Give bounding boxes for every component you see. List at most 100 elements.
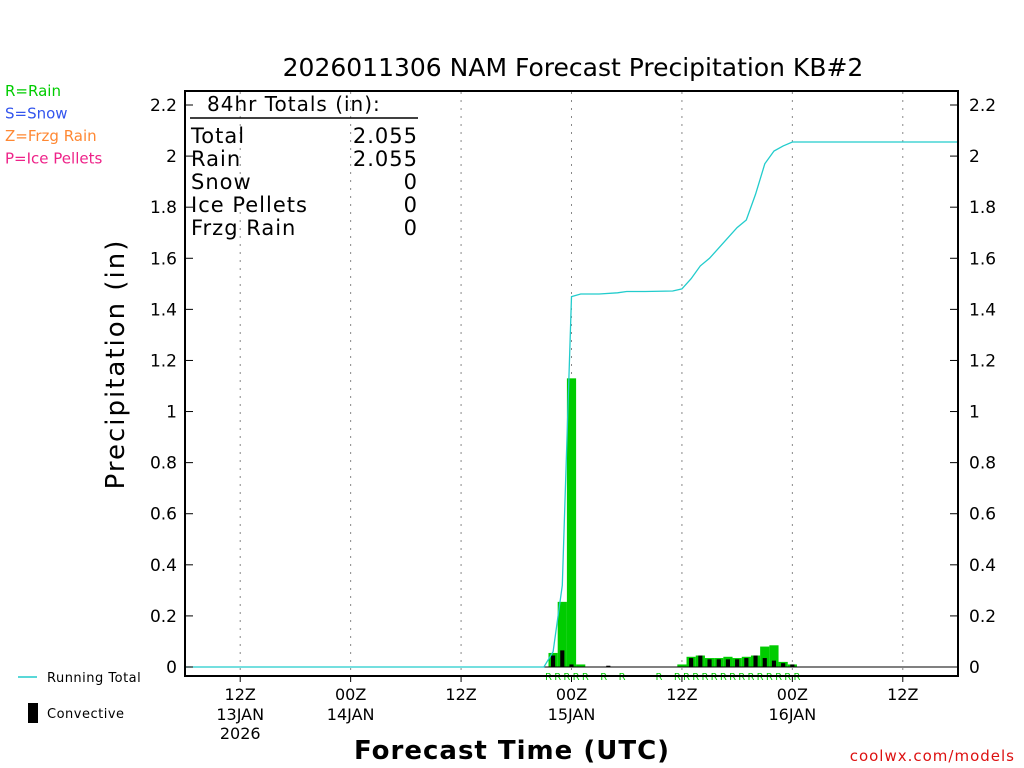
precip-type-legend-item: S=Snow (5, 105, 68, 123)
y-tick-label-right: 2.2 (969, 96, 996, 116)
convective-bar (716, 659, 721, 667)
convective-bar (735, 659, 740, 667)
y-tick-label-right: 0.4 (969, 556, 996, 576)
precip-type-code: R (674, 672, 681, 683)
precip-type-code: R (554, 672, 561, 683)
totals-row-label: Total (190, 124, 245, 148)
precip-type-code: R (775, 672, 782, 683)
x-axis-label: Forecast Time (UTC) (354, 736, 670, 766)
convective-legend-swatch (28, 703, 38, 723)
convective-bar (551, 655, 556, 667)
rain-bar (566, 378, 577, 667)
x-tick-label: 00Z (335, 685, 366, 704)
rain-bar (557, 601, 567, 667)
convective-bar (790, 664, 795, 667)
y-tick-label: 2 (166, 147, 177, 167)
x-tick-label: 12Z (666, 685, 697, 704)
y-tick-label-right: 0.2 (969, 607, 996, 627)
running-total-legend-label: Running Total (47, 671, 141, 686)
y-tick-label: 0.4 (150, 556, 177, 576)
y-tick-label: 0.2 (150, 607, 177, 627)
x-tick-label: 12Z (887, 685, 918, 704)
y-tick-label: 0.6 (150, 505, 177, 525)
totals-box: 84hr Totals (in): Total 2.055 Rain 2.055 Sno… (190, 92, 418, 240)
precip-type-code: R (738, 672, 745, 683)
convective-bar (762, 658, 767, 667)
convective-bar (753, 655, 758, 667)
convective-legend-label: Convective (47, 707, 125, 722)
precip-type-legend: R=Rain S=Snow Z=Frzg Rain P=Ice Pellets (5, 82, 102, 168)
precip-type-code: R (757, 672, 764, 683)
rain-bar (760, 646, 770, 667)
y-tick-label: 0 (166, 658, 177, 678)
convective-bar (560, 650, 565, 667)
precip-type-code: R (573, 672, 580, 683)
totals-row-label: Ice Pellets (191, 193, 308, 217)
rain-bar (677, 664, 687, 667)
y-tick-label-right: 2 (969, 147, 980, 167)
precip-type-code: R (655, 672, 662, 683)
totals-row-label: Snow (191, 170, 252, 194)
convective-bar (707, 659, 712, 667)
running-total-line (185, 141, 958, 668)
precip-type-code: R (720, 672, 727, 683)
precip-type-code: R (766, 672, 773, 683)
y-tick-label-right: 1.4 (969, 300, 996, 320)
bottom-legend: Running Total Convective (18, 671, 141, 723)
grid-lines (239, 92, 904, 675)
y-tick-label: 1.8 (150, 198, 177, 218)
y-tick-label: 0.8 (150, 454, 177, 474)
precip-type-code: R (545, 672, 552, 683)
convective-bar (689, 658, 694, 667)
y-tick-label: 1 (166, 403, 177, 423)
totals-header: 84hr Totals (in): (207, 92, 381, 116)
chart-title: 2026011306 NAM Forecast Precipitation KB… (283, 53, 864, 82)
y-tick-label-right: 0 (969, 658, 980, 678)
totals-row-value: 2.055 (353, 147, 418, 171)
y-axis-left: 0 0.2 0.4 0.6 0.8 1 1.2 1.4 1.6 1.8 2 2.2 (150, 96, 193, 678)
precip-type-legend-item: R=Rain (5, 82, 61, 100)
y-tick-label-right: 1 (969, 403, 980, 423)
convective-bar (771, 660, 777, 667)
precip-type-code: R (747, 672, 754, 683)
y-tick-label: 1.6 (150, 249, 177, 269)
precip-type-code: R (582, 672, 589, 683)
running-total-line-group (185, 141, 958, 668)
y-tick-label-right: 1.8 (969, 198, 996, 218)
precip-type-code: R (784, 672, 791, 683)
x-tick-label: 00Z (556, 685, 587, 704)
precip-type-code: R (692, 672, 699, 683)
precip-type-code: R (729, 672, 736, 683)
convective-bar (569, 664, 574, 667)
x-tick-label: 12Z (445, 685, 476, 704)
convective-bars (551, 650, 795, 667)
precip-type-code: R (619, 672, 626, 683)
precip-type-code: R (793, 672, 800, 683)
y-axis-label: Precipitation (in) (101, 239, 131, 490)
x-tick-day: 14JAN (327, 705, 375, 724)
y-tick-label: 1.4 (150, 300, 177, 320)
x-tick-label: 12Z (225, 685, 256, 704)
totals-row-value: 0 (404, 193, 418, 217)
precip-type-code: R (701, 672, 708, 683)
precip-type-code: R (563, 672, 570, 683)
convective-bar (606, 665, 611, 667)
x-tick-day: 15JAN (548, 705, 596, 724)
y-tick-label-right: 0.8 (969, 454, 996, 474)
convective-bar (725, 659, 731, 667)
y-axis-right: 0 0.2 0.4 0.6 0.8 1 1.2 1.4 1.6 1.8 2 2.2 (950, 96, 996, 678)
y-tick-label: 1.2 (150, 351, 177, 371)
x-tick-day: 16JAN (768, 705, 816, 724)
rain-bar (769, 645, 779, 667)
rain-bar (576, 664, 586, 667)
totals-row-value: 0 (404, 170, 418, 194)
convective-bar (744, 658, 749, 667)
precip-type-legend-item: Z=Frzg Rain (5, 127, 97, 145)
credit-text: coolwx.com/models (850, 747, 1015, 765)
y-tick-label: 2.2 (150, 96, 177, 116)
totals-row-label: Rain (191, 147, 241, 171)
precip-type-code: R (711, 672, 718, 683)
totals-row-value: 0 (404, 216, 418, 240)
